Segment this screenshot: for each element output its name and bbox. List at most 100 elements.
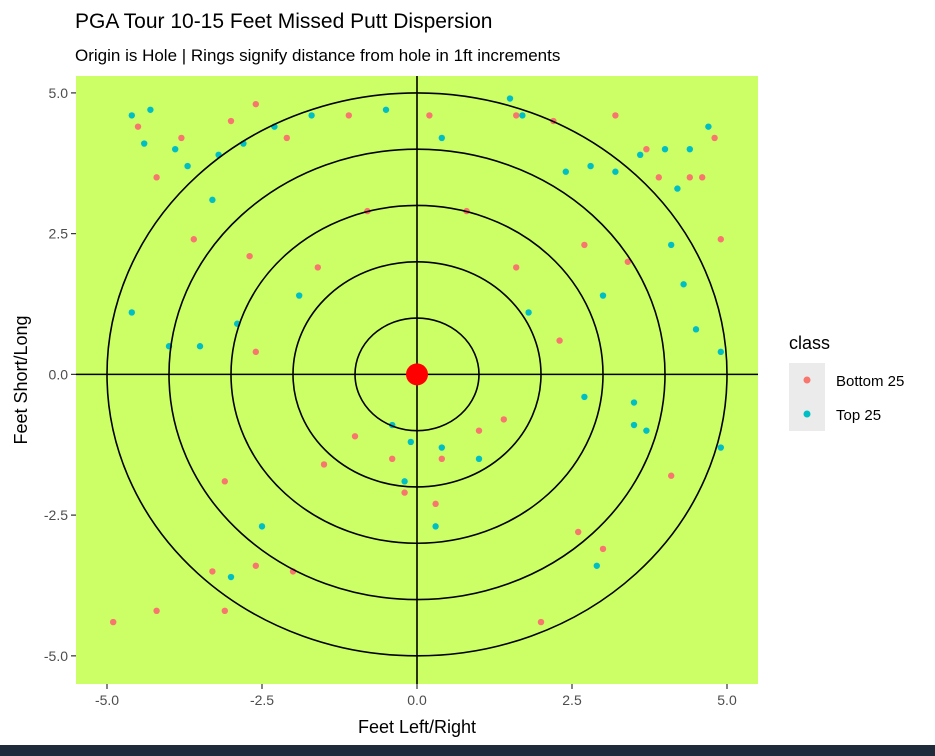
data-point (686, 174, 693, 181)
x-tick-label: 2.5 (562, 692, 582, 708)
data-point (209, 568, 216, 575)
data-point (426, 112, 433, 119)
data-point (581, 241, 588, 249)
data-point (432, 523, 439, 530)
data-point (128, 112, 135, 119)
data-point (438, 455, 445, 463)
data-point (711, 134, 718, 142)
data-point (668, 241, 675, 249)
chart-title: PGA Tour 10-15 Feet Missed Putt Dispersi… (75, 10, 492, 33)
legend-key (803, 410, 811, 418)
data-point (351, 433, 359, 440)
data-point (525, 309, 532, 316)
data-point (717, 444, 724, 451)
data-point (382, 106, 390, 113)
data-point (637, 151, 644, 159)
data-point (661, 145, 669, 153)
data-point (500, 416, 507, 423)
legend-key (803, 376, 811, 384)
data-point (178, 134, 185, 142)
legend-key-background (789, 363, 825, 431)
y-tick-label: 5.0 (49, 85, 69, 101)
data-point (475, 455, 483, 463)
data-point (655, 174, 662, 181)
y-tick-label: -2.5 (44, 507, 68, 523)
data-point (227, 117, 235, 125)
data-point (283, 134, 290, 142)
window-bottom-bar (0, 745, 935, 756)
data-point (196, 343, 204, 350)
data-point (513, 264, 520, 271)
data-point (184, 162, 191, 170)
data-point (314, 264, 321, 271)
data-point (407, 438, 414, 446)
data-point (172, 145, 179, 153)
x-tick-label: 0.0 (407, 692, 427, 708)
data-point (562, 168, 569, 175)
data-point (612, 168, 619, 175)
data-point (432, 500, 439, 508)
data-point (141, 140, 148, 147)
data-point (519, 112, 526, 119)
data-point (674, 185, 681, 192)
data-point (599, 545, 607, 553)
data-point (401, 489, 408, 496)
data-point (190, 236, 197, 243)
y-axis-ticks: -5.0 -2.5 0.0 2.5 5.0 (44, 85, 76, 664)
data-point (717, 236, 724, 243)
data-point (258, 523, 266, 530)
data-point (537, 618, 545, 626)
data-point (401, 478, 408, 485)
data-point (717, 348, 724, 356)
data-point (581, 393, 588, 401)
data-point (699, 174, 706, 181)
data-point (475, 427, 483, 434)
legend-title: class (789, 333, 830, 353)
data-point (593, 562, 600, 569)
data-point (246, 252, 253, 260)
y-axis-label: Feet Short/Long (11, 315, 31, 444)
data-point (153, 607, 160, 615)
data-point (320, 461, 328, 468)
data-point (686, 145, 693, 153)
data-point (692, 326, 700, 333)
data-point (668, 472, 675, 479)
data-point (345, 112, 352, 119)
data-point (209, 196, 216, 204)
data-point (221, 607, 228, 615)
data-point (252, 562, 259, 569)
legend: class Bottom 25 Top 25 (789, 333, 904, 431)
data-point (599, 292, 607, 299)
data-point (624, 258, 631, 265)
data-point (128, 309, 135, 316)
data-point (252, 348, 259, 356)
hole-marker (406, 363, 428, 386)
x-tick-label: 5.0 (717, 692, 737, 708)
x-axis-label: Feet Left/Right (358, 717, 476, 737)
data-point (630, 399, 638, 406)
data-point (153, 174, 160, 181)
data-point (556, 337, 563, 344)
data-point (630, 421, 638, 429)
chart-subtitle: Origin is Hole | Rings signify distance … (75, 46, 560, 65)
data-point (134, 123, 142, 130)
y-tick-label: 0.0 (49, 366, 69, 382)
data-point (643, 427, 650, 434)
legend-label: Top 25 (836, 407, 881, 424)
y-tick-label: -5.0 (44, 648, 68, 664)
data-point (705, 123, 712, 130)
data-point (587, 162, 594, 170)
legend-label: Bottom 25 (836, 373, 904, 390)
data-point (252, 100, 259, 108)
data-point (438, 444, 445, 451)
data-point (680, 281, 687, 288)
y-tick-label: 2.5 (49, 226, 69, 242)
data-points-layer (110, 95, 724, 626)
data-point (147, 106, 154, 113)
x-tick-label: -2.5 (250, 692, 274, 708)
data-point (612, 112, 619, 119)
data-point (575, 528, 582, 536)
data-point (296, 292, 303, 299)
data-point (513, 112, 520, 119)
